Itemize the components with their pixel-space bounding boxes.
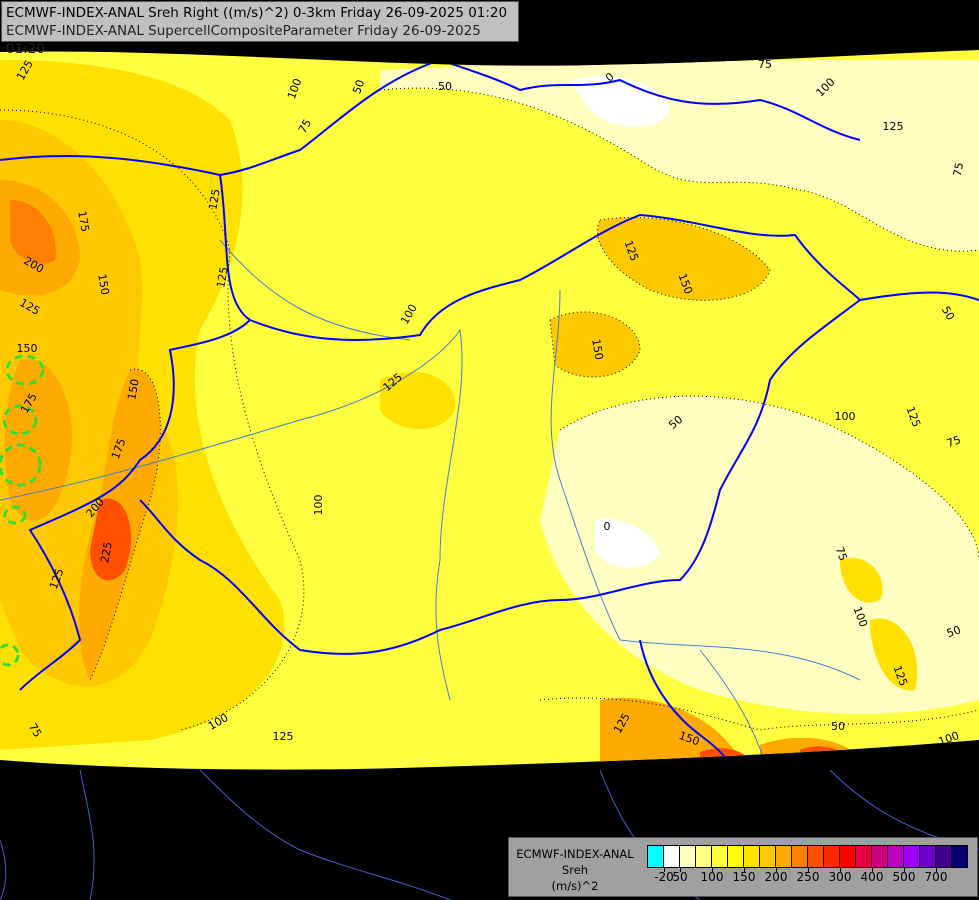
legend-tick-label: -20 xyxy=(654,870,674,884)
contour-label: 50 xyxy=(350,78,367,96)
field-low-east xyxy=(540,396,979,714)
legend-unit: (m/s)^2 xyxy=(551,879,599,893)
legend-swatch xyxy=(728,846,744,867)
contour-label: 75 xyxy=(945,433,963,450)
legend-swatch xyxy=(824,846,840,867)
contour-label: 75 xyxy=(758,58,772,71)
color-legend: ECMWF-INDEX-ANAL Sreh (m/s)^2 -20 50 100 15… xyxy=(508,837,978,897)
legend-tick-mark xyxy=(808,868,809,872)
legend-tick-mark xyxy=(712,868,713,872)
legend-swatch xyxy=(776,846,792,867)
contour-label: 75 xyxy=(296,117,314,136)
legend-swatch xyxy=(872,846,888,867)
legend-swatch xyxy=(792,846,808,867)
contour-label: 50 xyxy=(945,623,963,640)
contour-label: 150 xyxy=(17,342,38,355)
legend-tick-mark xyxy=(872,868,873,872)
contour-label: 125 xyxy=(214,266,230,289)
legend-parameter: Sreh xyxy=(561,863,589,877)
legend-tick-label: 500 xyxy=(892,870,916,884)
legend-swatch xyxy=(952,846,967,867)
field-west-mid xyxy=(4,358,72,521)
contour-label: 150 xyxy=(125,378,141,401)
field-low-north xyxy=(380,60,979,252)
legend-tick-mark xyxy=(904,868,905,872)
contour-label: 100 xyxy=(835,410,856,423)
contour-label: 75 xyxy=(26,721,44,740)
legend-tick-mark xyxy=(776,868,777,872)
contour-label: 150 xyxy=(95,273,111,296)
legend-swatch xyxy=(904,846,920,867)
legend-caption: ECMWF-INDEX-ANAL Sreh (m/s)^2 xyxy=(511,846,639,894)
outside-borders xyxy=(0,769,979,900)
legend-swatch xyxy=(664,846,680,867)
rivers xyxy=(0,239,861,770)
contour-label: 125 xyxy=(206,188,222,211)
legend-tick-label: 400 xyxy=(860,870,884,884)
legend-tick-label: 50 xyxy=(672,870,688,884)
legend-swatch xyxy=(856,846,872,867)
scp-contours xyxy=(0,354,45,667)
legend-tick-mark xyxy=(936,868,937,872)
contour-label: 125 xyxy=(273,730,294,743)
contour-label: 0 xyxy=(604,520,611,533)
legend-swatch xyxy=(680,846,696,867)
field-central-blob xyxy=(550,311,640,377)
title-line-sreh: ECMWF-INDEX-ANAL Sreh Right ((m/s)^2) 0-… xyxy=(6,5,508,21)
legend-swatch xyxy=(696,846,712,867)
legend-swatch xyxy=(888,846,904,867)
contour-label: 100 xyxy=(312,495,325,516)
field-north-east-blob xyxy=(597,217,770,301)
legend-color-bar xyxy=(647,845,968,868)
legend-swatch xyxy=(744,846,760,867)
legend-swatch xyxy=(712,846,728,867)
field-south-blobs xyxy=(600,698,860,770)
legend-tick-label: 100 xyxy=(700,870,724,884)
legend-swatch xyxy=(920,846,936,867)
legend-tick-label: 300 xyxy=(828,870,852,884)
legend-model: ECMWF-INDEX-ANAL xyxy=(516,847,634,861)
legend-swatch xyxy=(840,846,856,867)
title-line-scp: ECMWF-INDEX-ANAL SupercellCompositeParam… xyxy=(6,23,481,57)
contour-label: 50 xyxy=(939,304,957,323)
legend-tick-mark xyxy=(664,868,665,872)
contour-label: 50 xyxy=(831,720,845,733)
field-east-blobs xyxy=(840,558,918,691)
legend-tick-label: 250 xyxy=(796,870,820,884)
title-box: ECMWF-INDEX-ANAL Sreh Right ((m/s)^2) 0-… xyxy=(1,1,519,57)
field-west-core2 xyxy=(10,200,56,264)
legend-swatch xyxy=(936,846,952,867)
legend-tick-mark xyxy=(744,868,745,872)
legend-swatch xyxy=(808,846,824,867)
legend-tick-mark xyxy=(840,868,841,872)
field-zero-east xyxy=(595,519,660,568)
contour-label: 125 xyxy=(883,120,904,133)
field-ridge-core xyxy=(90,498,131,581)
legend-tick-mark xyxy=(680,868,681,872)
field-central-blob2 xyxy=(380,371,456,429)
contour-label: 175 xyxy=(75,210,91,233)
contour-label: 50 xyxy=(438,80,452,93)
legend-tick-label: 700 xyxy=(924,870,948,884)
contour-label: 225 xyxy=(98,541,114,564)
legend-tick-label: 150 xyxy=(732,870,756,884)
contour-label: 75 xyxy=(833,545,850,563)
contour-label: 150 xyxy=(589,338,605,361)
legend-swatch xyxy=(648,846,664,867)
field-zero-north xyxy=(570,76,670,127)
legend-swatch xyxy=(760,846,776,867)
legend-tick-label: 200 xyxy=(764,870,788,884)
contour-label: 75 xyxy=(951,161,966,177)
contour-lines xyxy=(0,87,979,731)
